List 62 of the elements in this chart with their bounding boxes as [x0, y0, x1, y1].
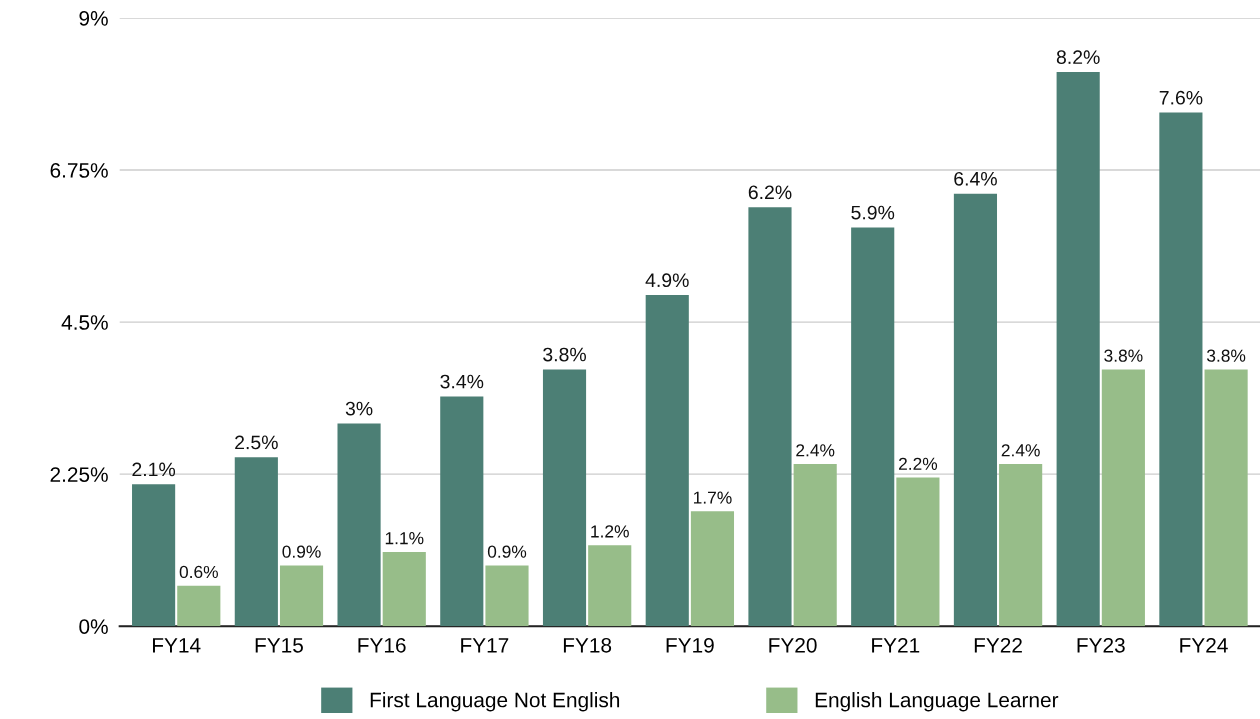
data-label: 2.4%: [1001, 444, 1040, 457]
x-tick-label: FY19: [666, 637, 714, 653]
bar: [953, 193, 998, 627]
y-tick-label: 4.5%: [61, 315, 108, 330]
bar: [690, 511, 735, 627]
data-label: 6.2%: [748, 185, 792, 200]
bar: [279, 565, 324, 627]
x-tick-label: FY15: [255, 638, 303, 653]
x-tick-label: FY24: [1180, 637, 1228, 653]
bar: [177, 585, 221, 627]
data-label: 1.2%: [591, 525, 629, 538]
bar: [793, 464, 837, 627]
y-tick-label: 2.25%: [50, 467, 108, 482]
y-tick-label: 6.75%: [50, 163, 108, 178]
bar: [234, 457, 278, 627]
data-label: 3.8%: [1104, 349, 1143, 362]
bar: [1204, 369, 1248, 627]
data-label: 0.6%: [179, 565, 218, 579]
bar: [645, 295, 689, 627]
data-label: 3.4%: [440, 374, 484, 389]
bar: [851, 227, 895, 627]
bar: [382, 551, 426, 627]
data-label: 3%: [345, 401, 373, 416]
bar: [588, 545, 632, 627]
bar: [1159, 112, 1203, 627]
data-label: 7.6%: [1159, 90, 1203, 105]
data-label: 0.9%: [282, 545, 321, 558]
data-label: 2.5%: [235, 435, 278, 450]
data-label: 2.2%: [899, 457, 938, 470]
data-label: 2.4%: [796, 444, 835, 457]
data-label: 2.1%: [132, 462, 176, 477]
data-label: 4.9%: [645, 273, 689, 288]
y-tick-label: 0%: [79, 619, 108, 634]
data-label: 6.4%: [954, 171, 997, 186]
bar: [485, 565, 529, 627]
x-tick-label: FY22: [974, 637, 1022, 653]
x-tick-label: FY17: [461, 638, 509, 653]
data-label: 8.2%: [1056, 50, 1100, 65]
x-tick-label: FY21: [872, 637, 920, 653]
bar: [999, 464, 1043, 627]
bar: [337, 423, 381, 627]
data-label: 3.8%: [543, 347, 586, 362]
data-label: 1.1%: [385, 532, 424, 545]
x-tick-label: FY23: [1077, 637, 1125, 653]
bar: [132, 484, 176, 627]
data-label: 3.8%: [1206, 349, 1246, 362]
data-label: 0.9%: [487, 545, 527, 558]
x-tick-label: FY20: [769, 637, 817, 653]
bar: [542, 369, 587, 627]
data-label: 5.9%: [851, 205, 895, 220]
data-label: 1.7%: [693, 491, 732, 504]
bar: [440, 396, 484, 627]
x-tick-label: FY14: [153, 638, 201, 653]
legend-label: First Language Not English: [370, 692, 620, 712]
y-tick-label: 9%: [79, 10, 108, 26]
legend-label: English Language Learner: [815, 692, 1059, 712]
x-tick-label: FY18: [563, 637, 612, 653]
bar: [896, 477, 940, 627]
bar: [1056, 72, 1100, 627]
x-tick-label: FY16: [358, 637, 406, 653]
bar: [748, 207, 792, 627]
bar: [1101, 369, 1145, 627]
